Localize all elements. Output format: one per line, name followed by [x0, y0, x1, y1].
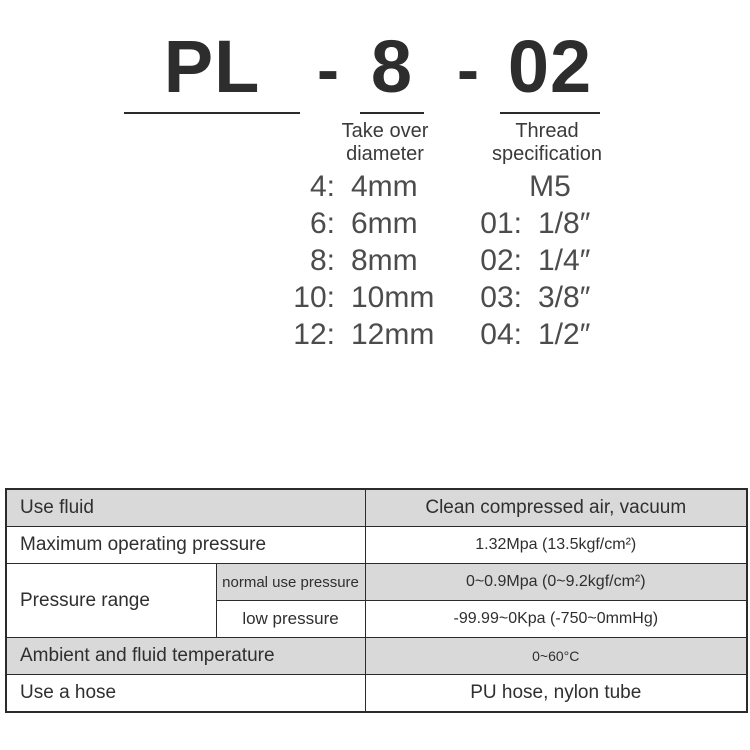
- diameter-option: 4: 4mm: [283, 168, 443, 205]
- model-code-diagram: PL - 8 - 02 Take over diameter Thread sp…: [124, 28, 630, 353]
- max-pressure-value: 1.32Mpa (13.5kgf/cm²): [364, 526, 748, 564]
- option-value: 1/8″: [538, 207, 591, 240]
- separator-dash: -: [457, 32, 479, 106]
- table-row: Use a hose PU hose, nylon tube: [5, 674, 748, 713]
- use-hose-value: PU hose, nylon tube: [364, 674, 748, 713]
- diameter-option: 6: 6mm: [283, 205, 443, 242]
- option-value: 10mm: [351, 281, 435, 314]
- low-pressure-label: low pressure: [215, 600, 366, 638]
- max-pressure-label: Maximum operating pressure: [5, 526, 366, 564]
- table-row: low pressure -99.99~0Kpa (-750~0mmHg): [6, 600, 748, 638]
- low-pressure-value: -99.99~0Kpa (-750~0mmHg): [364, 600, 748, 638]
- option-code: 01:: [480, 207, 522, 240]
- thread-code: 02: [500, 28, 600, 114]
- option-code: 4:: [309, 170, 335, 203]
- use-fluid-value: Clean compressed air, vacuum: [364, 488, 748, 527]
- normal-use-pressure-label: normal use pressure: [215, 563, 366, 601]
- normal-use-pressure-value: 0~0.9Mpa (0~9.2kgf/cm²): [364, 563, 748, 601]
- thread-option: 03: 3/8″: [470, 279, 630, 316]
- thread-specification-title: Thread specification: [491, 120, 603, 165]
- take-over-diameter-title: Take over diameter: [341, 120, 429, 165]
- diameter-option: 10: 10mm: [283, 279, 443, 316]
- option-value: 1/2″: [538, 318, 591, 351]
- ambient-temperature-label: Ambient and fluid temperature: [5, 637, 366, 675]
- thread-option: 02: 1/4″: [470, 242, 630, 279]
- option-value: 6mm: [351, 207, 418, 240]
- option-value: 4mm: [351, 170, 418, 203]
- use-fluid-label: Use fluid: [5, 488, 366, 527]
- option-value: M5: [529, 170, 571, 203]
- table-row: Use fluid Clean compressed air, vacuum: [5, 488, 748, 527]
- thread-option: 04: 1/2″: [470, 316, 630, 353]
- table-row: Ambient and fluid temperature 0~60°C: [5, 637, 748, 675]
- pressure-range-label: Pressure range: [5, 563, 217, 638]
- model-prefix: PL: [124, 28, 300, 114]
- diameter-option: 12: 12mm: [283, 316, 443, 353]
- option-value: 12mm: [351, 318, 435, 351]
- option-code: 04:: [480, 318, 522, 351]
- option-code: 10:: [293, 281, 335, 314]
- thread-option: 01: 1/8″: [470, 205, 630, 242]
- option-code: 03:: [480, 281, 522, 314]
- diameter-code: 8: [360, 28, 424, 114]
- option-code: 02:: [480, 244, 522, 277]
- option-value: 3/8″: [538, 281, 591, 314]
- option-code: 8:: [309, 244, 335, 277]
- option-value: 8mm: [351, 244, 418, 277]
- table-row: Maximum operating pressure 1.32Mpa (13.5…: [5, 526, 748, 564]
- option-value: 1/4″: [538, 244, 591, 277]
- separator-dash: -: [317, 32, 339, 106]
- diameter-options-list: 4: 4mm 6: 6mm 8: 8mm 10: 10mm 12: 12mm: [283, 168, 443, 353]
- diameter-option: 8: 8mm: [283, 242, 443, 279]
- ambient-temperature-value: 0~60°C: [364, 637, 748, 675]
- spec-table: Use fluid Clean compressed air, vacuum M…: [5, 488, 749, 713]
- table-row: Pressure range normal use pressure 0~0.9…: [5, 563, 748, 638]
- thread-options-list: M5 01: 1/8″ 02: 1/4″ 03: 3/8″ 04: 1/2″: [470, 168, 630, 353]
- use-hose-label: Use a hose: [5, 674, 366, 713]
- option-code: 6:: [309, 207, 335, 240]
- thread-option: M5: [470, 168, 630, 205]
- option-code: 12:: [293, 318, 335, 351]
